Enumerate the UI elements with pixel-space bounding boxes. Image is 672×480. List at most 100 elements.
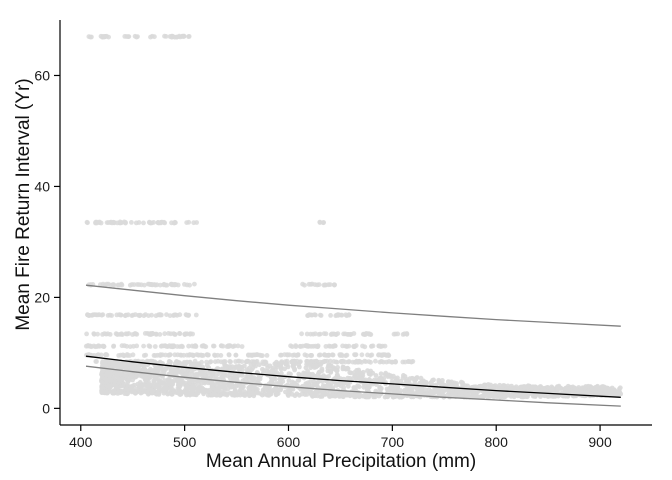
data-point [491,385,496,391]
data-point [186,343,192,349]
data-point [389,359,395,365]
data-point [412,377,418,382]
data-point [111,343,117,349]
data-point [174,344,180,349]
data-point [309,353,315,358]
data-point [184,282,190,288]
data-point [572,385,577,391]
data-point [550,394,556,399]
data-point [105,377,110,383]
data-point [242,393,248,398]
data-point [318,362,324,367]
data-point [449,379,454,385]
data-point [108,377,114,383]
data-point [292,367,297,373]
data-point [192,372,198,377]
data-point [113,331,119,337]
data-point [122,34,128,39]
data-point [337,352,343,357]
data-point [343,343,348,349]
data-point [444,387,450,392]
data-point [292,393,298,399]
data-point [234,374,240,379]
data-point [262,388,268,394]
data-point [209,392,215,398]
data-point [161,281,167,287]
data-point [259,392,265,398]
data-point [153,332,159,337]
data-point [501,383,506,388]
data-point [320,392,325,398]
axes [59,20,652,426]
data-point [282,366,287,372]
data-point [224,364,230,369]
data-point [367,331,373,337]
x-tick-label: 600 [277,434,301,450]
data-point [147,344,153,349]
data-point [123,366,129,371]
data-point [403,378,409,384]
data-point [395,375,400,381]
data-point [346,343,352,349]
data-point [340,364,346,370]
data-point [111,220,117,226]
data-point [159,343,165,349]
data-point [460,380,465,386]
data-point [232,387,238,393]
data-point [192,281,197,287]
data-point [388,375,394,380]
data-point [345,366,351,372]
data-point [309,281,315,287]
data-point [309,391,315,397]
data-point [391,387,396,393]
data-point [129,389,135,395]
data-point [389,379,395,385]
data-point [85,312,91,318]
data-point [326,343,332,349]
data-point [130,377,136,383]
data-point [594,385,599,391]
data-point [286,378,292,383]
data-point [317,352,323,358]
data-point [117,220,123,226]
data-point [212,352,217,358]
data-point [333,359,339,365]
data-point [273,362,279,368]
data-point [334,373,340,378]
data-point [172,34,178,40]
data-point [172,282,177,288]
data-point [400,375,406,381]
data-point [165,381,171,386]
data-point [101,388,107,394]
data-point [152,34,157,40]
data-point [191,220,197,226]
data-point [278,387,283,393]
data-point [257,362,262,368]
data-point [109,313,114,318]
data-point [139,373,144,379]
data-point [172,352,178,358]
data-point [236,358,242,364]
data-point [369,352,375,358]
data-point [123,220,128,226]
data-point [242,363,247,369]
data-point [402,331,407,337]
data-point [306,372,311,378]
data-point [193,343,199,349]
data-point [161,219,167,225]
data-point [484,391,489,396]
data-point [247,365,252,371]
data-point [270,365,276,371]
data-point [169,220,174,226]
data-point [162,386,168,392]
data-point [313,364,319,370]
data-point [119,343,125,349]
data-point [230,375,236,381]
data-point [433,388,438,393]
data-point [222,381,228,386]
data-point [291,363,296,368]
data-point [470,394,476,399]
x-tick-label: 900 [588,434,612,450]
data-point [542,386,547,392]
data-point [220,371,226,377]
